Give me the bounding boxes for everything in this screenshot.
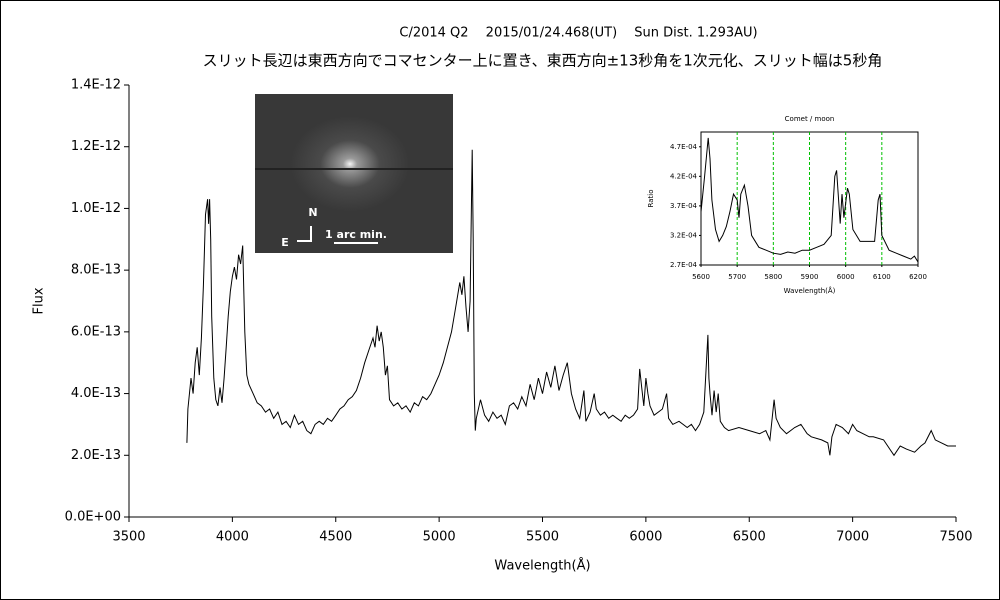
north-label: N <box>308 206 317 219</box>
compass <box>297 226 312 242</box>
x-tick-label: 5500 <box>526 530 559 545</box>
x-tick-label: 5700 <box>728 273 746 281</box>
y-tick-label: 1.4E-12 <box>71 78 121 93</box>
x-tick-label: 5900 <box>801 273 819 281</box>
x-tick-label: 6500 <box>733 530 766 545</box>
comet-image: N E 1 arc min. <box>255 94 453 253</box>
y-tick-label: 3.2E-04 <box>670 231 698 239</box>
main-plot: 3500 4000 4500 5000 5500 6000 6500 7000 7500 0.0E… <box>32 26 973 574</box>
y-tick-label: 0.0E+00 <box>65 510 121 525</box>
y-tick-label: 6.0E-13 <box>71 324 121 339</box>
y-tick-label: 1.0E-12 <box>71 201 121 216</box>
data-line <box>186 149 956 457</box>
y-axis-label: Flux <box>32 287 47 314</box>
y-tick-label: 3.7E-04 <box>670 202 698 210</box>
y-tick-label: 4.7E-04 <box>670 143 698 151</box>
chart-subtitle: スリット長辺は東西方向でコマセンター上に置き、東西方向±13秒角を1次元化、スリ… <box>203 52 883 70</box>
x-axis-label: Wavelength(Å) <box>494 558 590 574</box>
x-tick-label: 5000 <box>423 530 456 545</box>
chart-title: C/2014 Q2 2015/01/24.468(UT) Sun Dist. 1… <box>399 26 757 41</box>
data-line <box>700 137 919 263</box>
y-tick-label: 8.0E-13 <box>71 263 121 278</box>
y-tick-label: 2.0E-13 <box>71 448 121 463</box>
y-tick-label: 4.2E-04 <box>670 172 698 180</box>
x-tick-label: 7000 <box>836 530 869 545</box>
x-tick-label: 6100 <box>873 273 891 281</box>
x-tick-label: 7500 <box>939 530 972 545</box>
x-tick-label: 4500 <box>319 530 352 545</box>
inset-plot: 5600 5700 5800 5900 6000 6100 6200 2.7E-04 3.2E-… <box>647 115 927 295</box>
scale-label: 1 arc min. <box>325 228 387 241</box>
x-tick-label: 5600 <box>692 273 710 281</box>
x-tick-label: 6000 <box>837 273 855 281</box>
x-tick-label: 4000 <box>216 530 249 545</box>
x-tick-label: 6200 <box>909 273 927 281</box>
x-tick-label: 5800 <box>764 273 782 281</box>
east-label: E <box>281 236 289 249</box>
y-tick-label: 2.7E-04 <box>670 261 698 269</box>
x-axis-label: Wavelength(Å) <box>784 286 836 295</box>
y-tick-label: 1.2E-12 <box>71 139 121 154</box>
y-axis-label: Ratio <box>647 190 655 208</box>
x-tick-label: 6000 <box>629 530 662 545</box>
chart-title: Comet / moon <box>785 115 835 123</box>
y-tick-label: 4.0E-13 <box>71 386 121 401</box>
image-background <box>255 94 453 253</box>
x-tick-label: 3500 <box>112 530 145 545</box>
